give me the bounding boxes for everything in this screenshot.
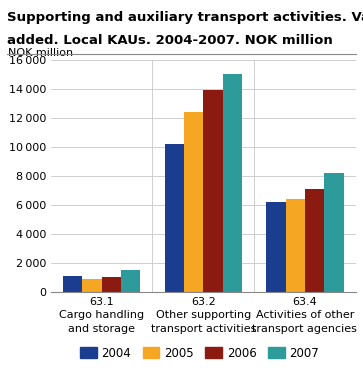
Bar <box>286 199 305 292</box>
Text: NOK million: NOK million <box>8 47 73 58</box>
Text: added. Local KAUs. 2004-2007. NOK million: added. Local KAUs. 2004-2007. NOK millio… <box>7 34 333 47</box>
Bar <box>121 270 140 292</box>
Bar <box>203 90 223 292</box>
Bar <box>184 112 203 292</box>
Text: Supporting and auxiliary transport activities. Value: Supporting and auxiliary transport activ… <box>7 11 363 24</box>
Bar <box>63 276 82 292</box>
Bar <box>266 202 286 292</box>
Bar <box>305 189 324 292</box>
Bar <box>82 279 102 292</box>
Bar <box>324 173 343 292</box>
Bar <box>165 144 184 292</box>
Bar <box>102 277 121 292</box>
Legend: 2004, 2005, 2006, 2007: 2004, 2005, 2006, 2007 <box>75 342 324 364</box>
Bar <box>223 74 242 292</box>
